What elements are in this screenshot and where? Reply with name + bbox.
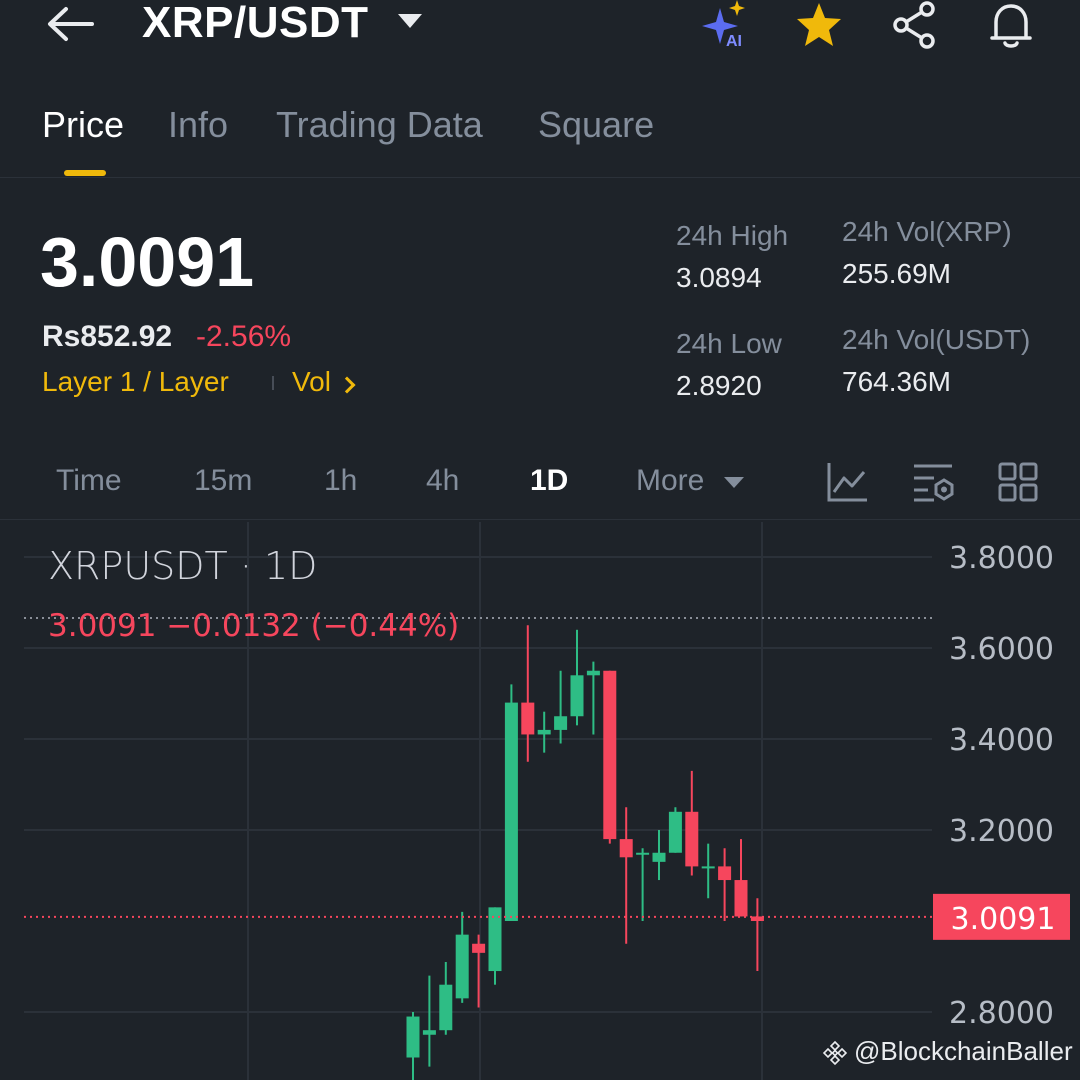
ai-label: AI — [726, 33, 742, 50]
interval-1d[interactable]: 1D — [530, 464, 569, 497]
active-tab-indicator — [64, 170, 106, 176]
candle-body — [619, 839, 633, 858]
candle-body — [439, 984, 453, 1031]
tab-square[interactable]: Square — [538, 104, 655, 145]
interval-bar: Time 15m 1h 4h 1D More — [0, 450, 1080, 520]
candle-body — [750, 916, 764, 921]
candle-body — [685, 811, 699, 867]
more-caret-icon[interactable] — [724, 477, 744, 488]
interval-15m[interactable]: 15m — [194, 464, 253, 497]
candle-body — [422, 1030, 436, 1035]
candle-body — [488, 907, 502, 972]
pair-dropdown-caret-icon[interactable] — [398, 14, 422, 28]
candle-body — [570, 675, 584, 717]
high-label: 24h High — [676, 220, 789, 251]
y-tick-label: 3.8000 — [949, 541, 1054, 576]
interval-time[interactable]: Time — [56, 464, 122, 497]
share-icon[interactable] — [890, 0, 940, 50]
y-tick-label: 3.4000 — [949, 723, 1054, 758]
tab-trading-data[interactable]: Trading Data — [276, 104, 483, 145]
vol-tag[interactable]: Vol — [292, 366, 356, 398]
chart-canvas[interactable]: 3.8000 3.6000 3.4000 3.2000 2.8000 3.0091 — [0, 522, 1080, 1080]
candle-body — [652, 852, 666, 862]
candle-body — [472, 943, 486, 953]
ohlc-legend: 3.0091 −0.0132 (−0.44%) — [48, 608, 460, 644]
y-tick-label: 3.6000 — [949, 632, 1054, 667]
candle-body — [586, 670, 600, 676]
vol-base-label: 24h Vol(XRP) — [842, 216, 1012, 247]
top-bar: XRP/USDT AI — [0, 0, 1080, 60]
candle-body — [406, 1016, 420, 1058]
last-price: 3.0091 — [40, 223, 255, 301]
y-tick-label: 2.8000 — [949, 996, 1054, 1031]
last-price-tag — [933, 893, 1070, 940]
candle-body — [734, 880, 748, 917]
chart-settings-icon[interactable] — [912, 460, 956, 504]
pair-title[interactable]: XRP/USDT — [142, 0, 369, 47]
interval-4h[interactable]: 4h — [426, 464, 460, 497]
high-value: 3.0894 — [676, 262, 762, 293]
tag-divider — [272, 376, 274, 390]
layout-grid-icon[interactable] — [996, 460, 1040, 504]
binance-logo-icon — [822, 1040, 848, 1066]
last-price-tag-label: 3.0091 — [951, 902, 1056, 937]
candle-body — [455, 934, 469, 999]
category-tag[interactable]: Layer 1 / Layer — [42, 366, 229, 397]
indicator-chart-icon[interactable] — [826, 460, 870, 504]
watermark: @BlockchainBaller — [854, 1036, 1073, 1066]
y-tick-label: 3.2000 — [949, 814, 1054, 849]
change-percent: -2.56% — [196, 320, 292, 353]
candle-body — [668, 811, 682, 853]
vol-quote-label: 24h Vol(USDT) — [842, 324, 1031, 355]
star-icon[interactable] — [794, 0, 844, 50]
vol-quote-value: 764.36M — [842, 366, 951, 397]
candle-body — [718, 866, 732, 881]
vol-tag-label: Vol — [292, 366, 331, 397]
candle-body — [521, 702, 535, 735]
candle-body — [554, 716, 568, 730]
interval-more[interactable]: More — [636, 464, 705, 497]
candlestick-chart[interactable]: 3.8000 3.6000 3.4000 3.2000 2.8000 3.0091 XRP… — [0, 522, 1080, 1080]
low-label: 24h Low — [676, 328, 782, 359]
vol-base-value: 255.69M — [842, 258, 951, 289]
back-arrow-icon[interactable] — [44, 4, 96, 44]
chart-title: XRPUSDT · 1D — [48, 544, 318, 588]
bell-icon[interactable] — [986, 0, 1036, 50]
tab-bar: Price Info Trading Data Square — [0, 98, 1080, 178]
candle-body — [603, 670, 617, 840]
candle-body — [636, 852, 650, 855]
candle-body — [537, 729, 551, 735]
low-value: 2.8920 — [676, 370, 762, 401]
candle-body — [504, 702, 518, 921]
tab-price[interactable]: Price — [42, 104, 125, 145]
chevron-right-icon — [338, 376, 356, 394]
tab-info[interactable]: Info — [168, 104, 229, 145]
candle-body — [701, 866, 715, 869]
fiat-price: Rs852.92 — [42, 320, 173, 353]
ai-sparkle-icon[interactable]: AI — [700, 0, 750, 50]
interval-1h[interactable]: 1h — [324, 464, 358, 497]
